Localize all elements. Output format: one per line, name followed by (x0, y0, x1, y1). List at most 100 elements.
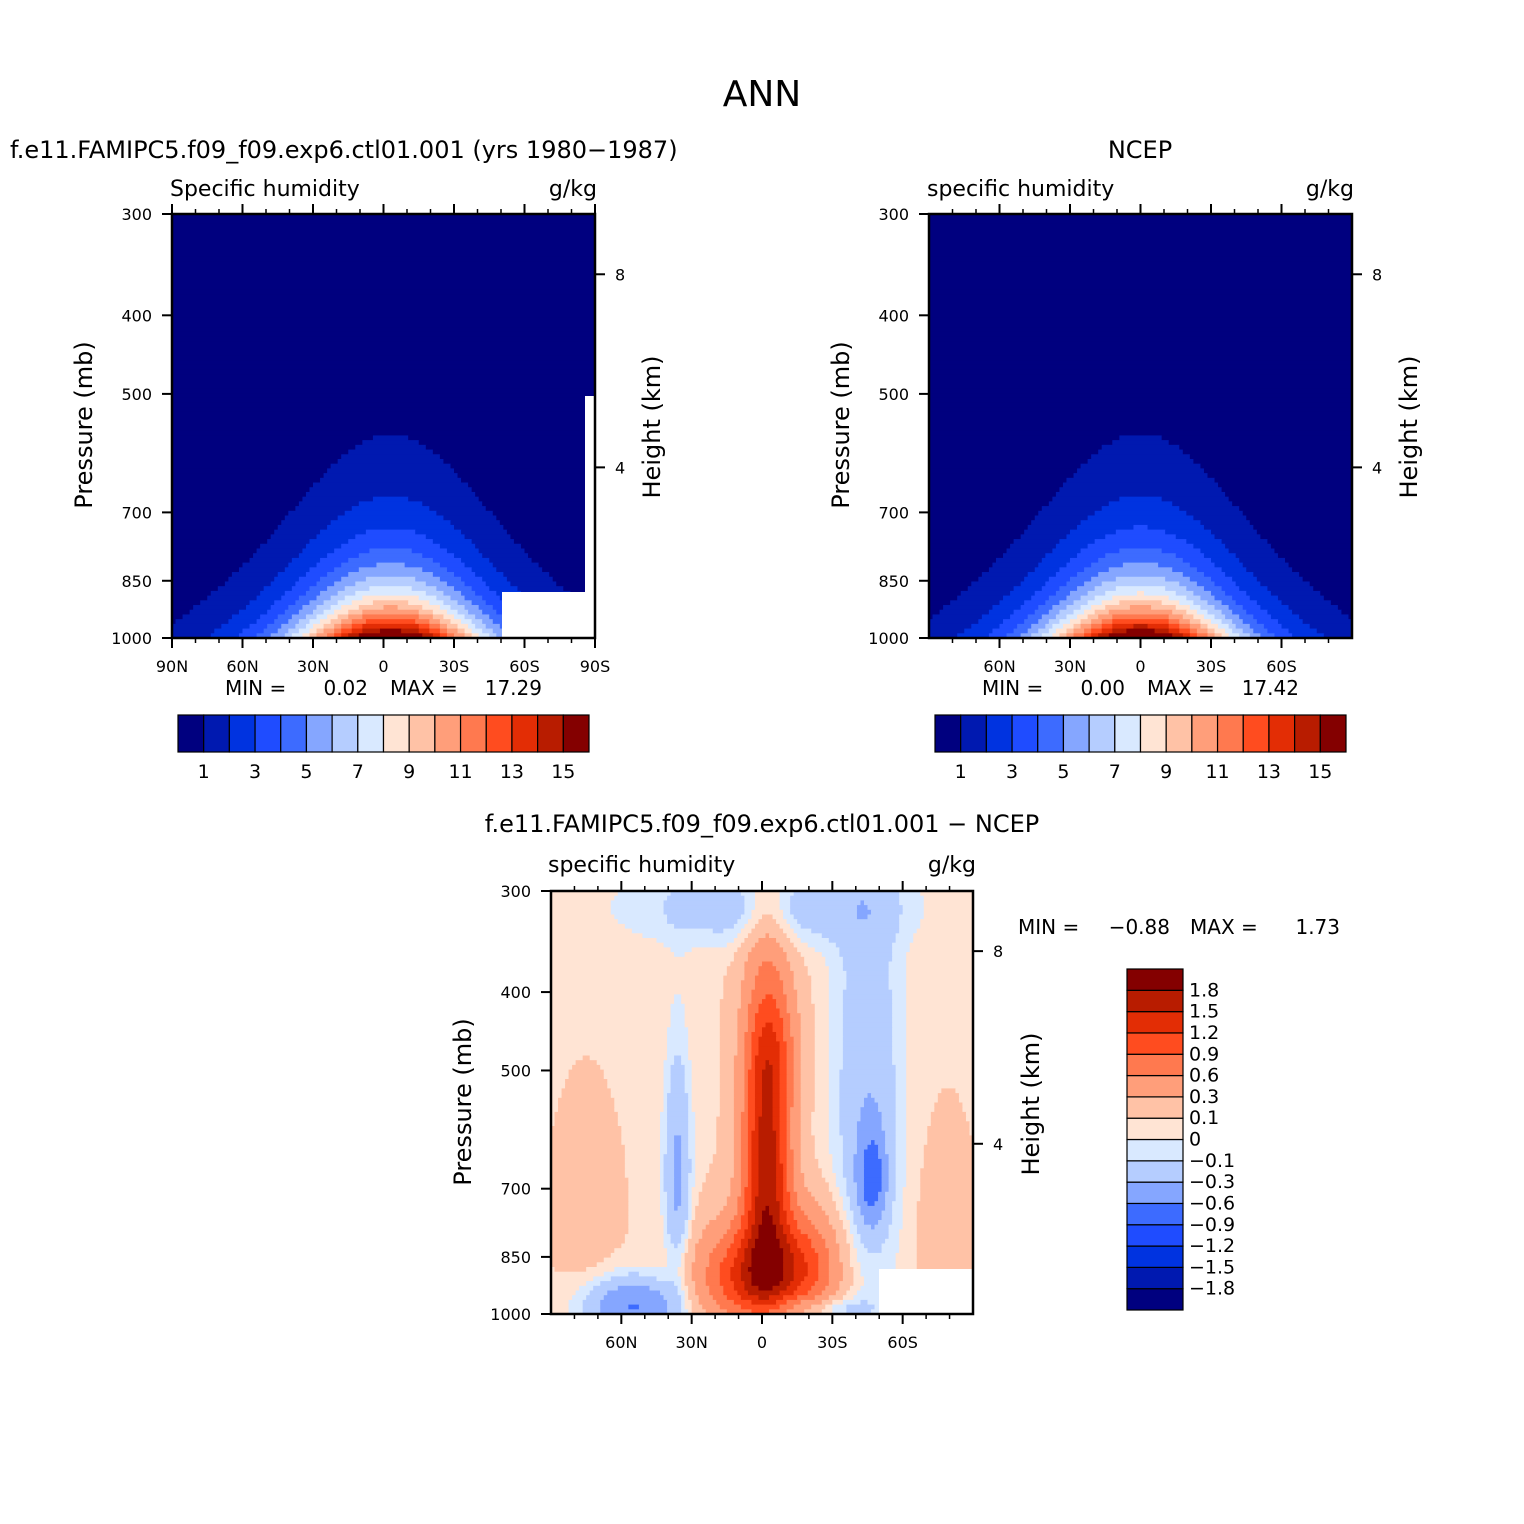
contour-cell (274, 576, 300, 583)
contour-cell (762, 1083, 774, 1089)
contour-cell (842, 1262, 851, 1268)
contour-cell (1161, 435, 1353, 441)
contour-cell (885, 1191, 897, 1198)
contour-cell (790, 1130, 802, 1136)
contour-cell (818, 1262, 830, 1268)
contour-cell (793, 1271, 809, 1277)
contour-cell (888, 1234, 900, 1240)
contour-cell (461, 576, 483, 583)
contour-cell (1263, 623, 1283, 630)
contour-cell (762, 1097, 774, 1104)
contour-cell (929, 619, 979, 625)
contour-cell (814, 1003, 830, 1010)
contour-cell (733, 1238, 742, 1245)
contour-cell (835, 1177, 847, 1183)
contour-cell (783, 1032, 791, 1038)
contour-cell (267, 623, 282, 630)
colorbar-label: 13 (1257, 761, 1281, 783)
contour-cell (762, 961, 774, 967)
colorbar-swatch (1126, 1288, 1184, 1311)
contour-cell (660, 1149, 668, 1155)
contour-cell (1017, 623, 1032, 630)
contour-cell (1080, 548, 1120, 554)
contour-cell (786, 1234, 795, 1240)
contour-cell (790, 1281, 802, 1287)
contour-cell (751, 994, 767, 1000)
contour-cell (638, 1304, 668, 1310)
contour-cell (362, 440, 420, 446)
contour-cell (454, 572, 476, 578)
contour-cell (688, 1234, 693, 1240)
contour-cell (793, 928, 812, 934)
contour-cell (733, 1163, 742, 1169)
contour-cell (719, 1003, 742, 1010)
contour-cell (790, 1205, 802, 1212)
contour-cell (1299, 572, 1353, 578)
contour-cell (923, 895, 974, 901)
contour-cell (610, 909, 665, 916)
contour-cell (1186, 510, 1244, 517)
contour-cell (878, 1154, 890, 1160)
contour-cell (313, 623, 325, 630)
contour-cell (895, 1262, 918, 1268)
contour-cell (617, 1116, 661, 1122)
contour-cell (172, 331, 596, 338)
contour-cell (842, 994, 893, 1000)
contour-cell (660, 1182, 665, 1188)
contour-cell (779, 895, 791, 901)
contour-cell (747, 1027, 756, 1033)
contour-cell (740, 1262, 753, 1268)
contour-cell (1038, 562, 1068, 568)
contour-cell (853, 1238, 862, 1245)
contour-cell (878, 1149, 886, 1155)
contour-cell (603, 1271, 629, 1277)
contour-cell (758, 1173, 777, 1179)
contour-cell (779, 1220, 788, 1226)
contour-cell (793, 1074, 802, 1080)
panel-title: f.e11.FAMIPC5.f09_f09.exp6.ctl01.001 − N… (485, 810, 1039, 838)
contour-cell (172, 553, 254, 559)
colorbar-swatch (1011, 714, 1039, 753)
contour-cell (772, 1093, 781, 1099)
contour-cell (929, 628, 965, 634)
contour-cell (832, 1196, 844, 1202)
contour-cell (1292, 609, 1343, 616)
contour-cell (670, 1008, 686, 1014)
contour-cell (793, 985, 812, 991)
contour-cell (684, 1017, 721, 1024)
contour-field (551, 891, 974, 1315)
contour-cell (895, 1158, 907, 1165)
contour-cell (895, 1257, 918, 1263)
contour-cell (878, 1220, 893, 1226)
contour-cell (853, 1210, 862, 1216)
contour-cell (723, 989, 742, 995)
contour-cell (1094, 539, 1187, 545)
contour-cell (674, 1177, 682, 1183)
contour-cell (1189, 619, 1202, 625)
contour-cell (856, 1187, 865, 1193)
contour-cell (839, 1069, 897, 1075)
contour-cell (688, 1285, 696, 1292)
contour-cell (793, 891, 900, 897)
contour-cell (751, 1154, 760, 1160)
contour-cell (691, 1201, 700, 1207)
contour-cell (691, 1276, 707, 1282)
y-tick-label: 1000 (111, 629, 152, 648)
contour-cell (172, 350, 596, 356)
contour-cell (733, 1116, 742, 1122)
contour-cell (733, 1149, 742, 1155)
contour-cell (1189, 605, 1202, 611)
contour-cell (853, 1243, 865, 1249)
contour-cell (1242, 605, 1261, 611)
contour-cell (327, 553, 360, 559)
contour-cell (461, 590, 476, 597)
contour-cell (793, 1093, 802, 1099)
contour-cell (744, 1187, 753, 1193)
contour-cell (786, 1046, 795, 1052)
contour-cell (365, 529, 416, 535)
contour-cell (842, 1201, 851, 1207)
contour-cell (821, 1290, 837, 1296)
contour-cell (744, 1060, 753, 1066)
contour-cell (929, 586, 969, 592)
contour-cell (362, 595, 420, 601)
